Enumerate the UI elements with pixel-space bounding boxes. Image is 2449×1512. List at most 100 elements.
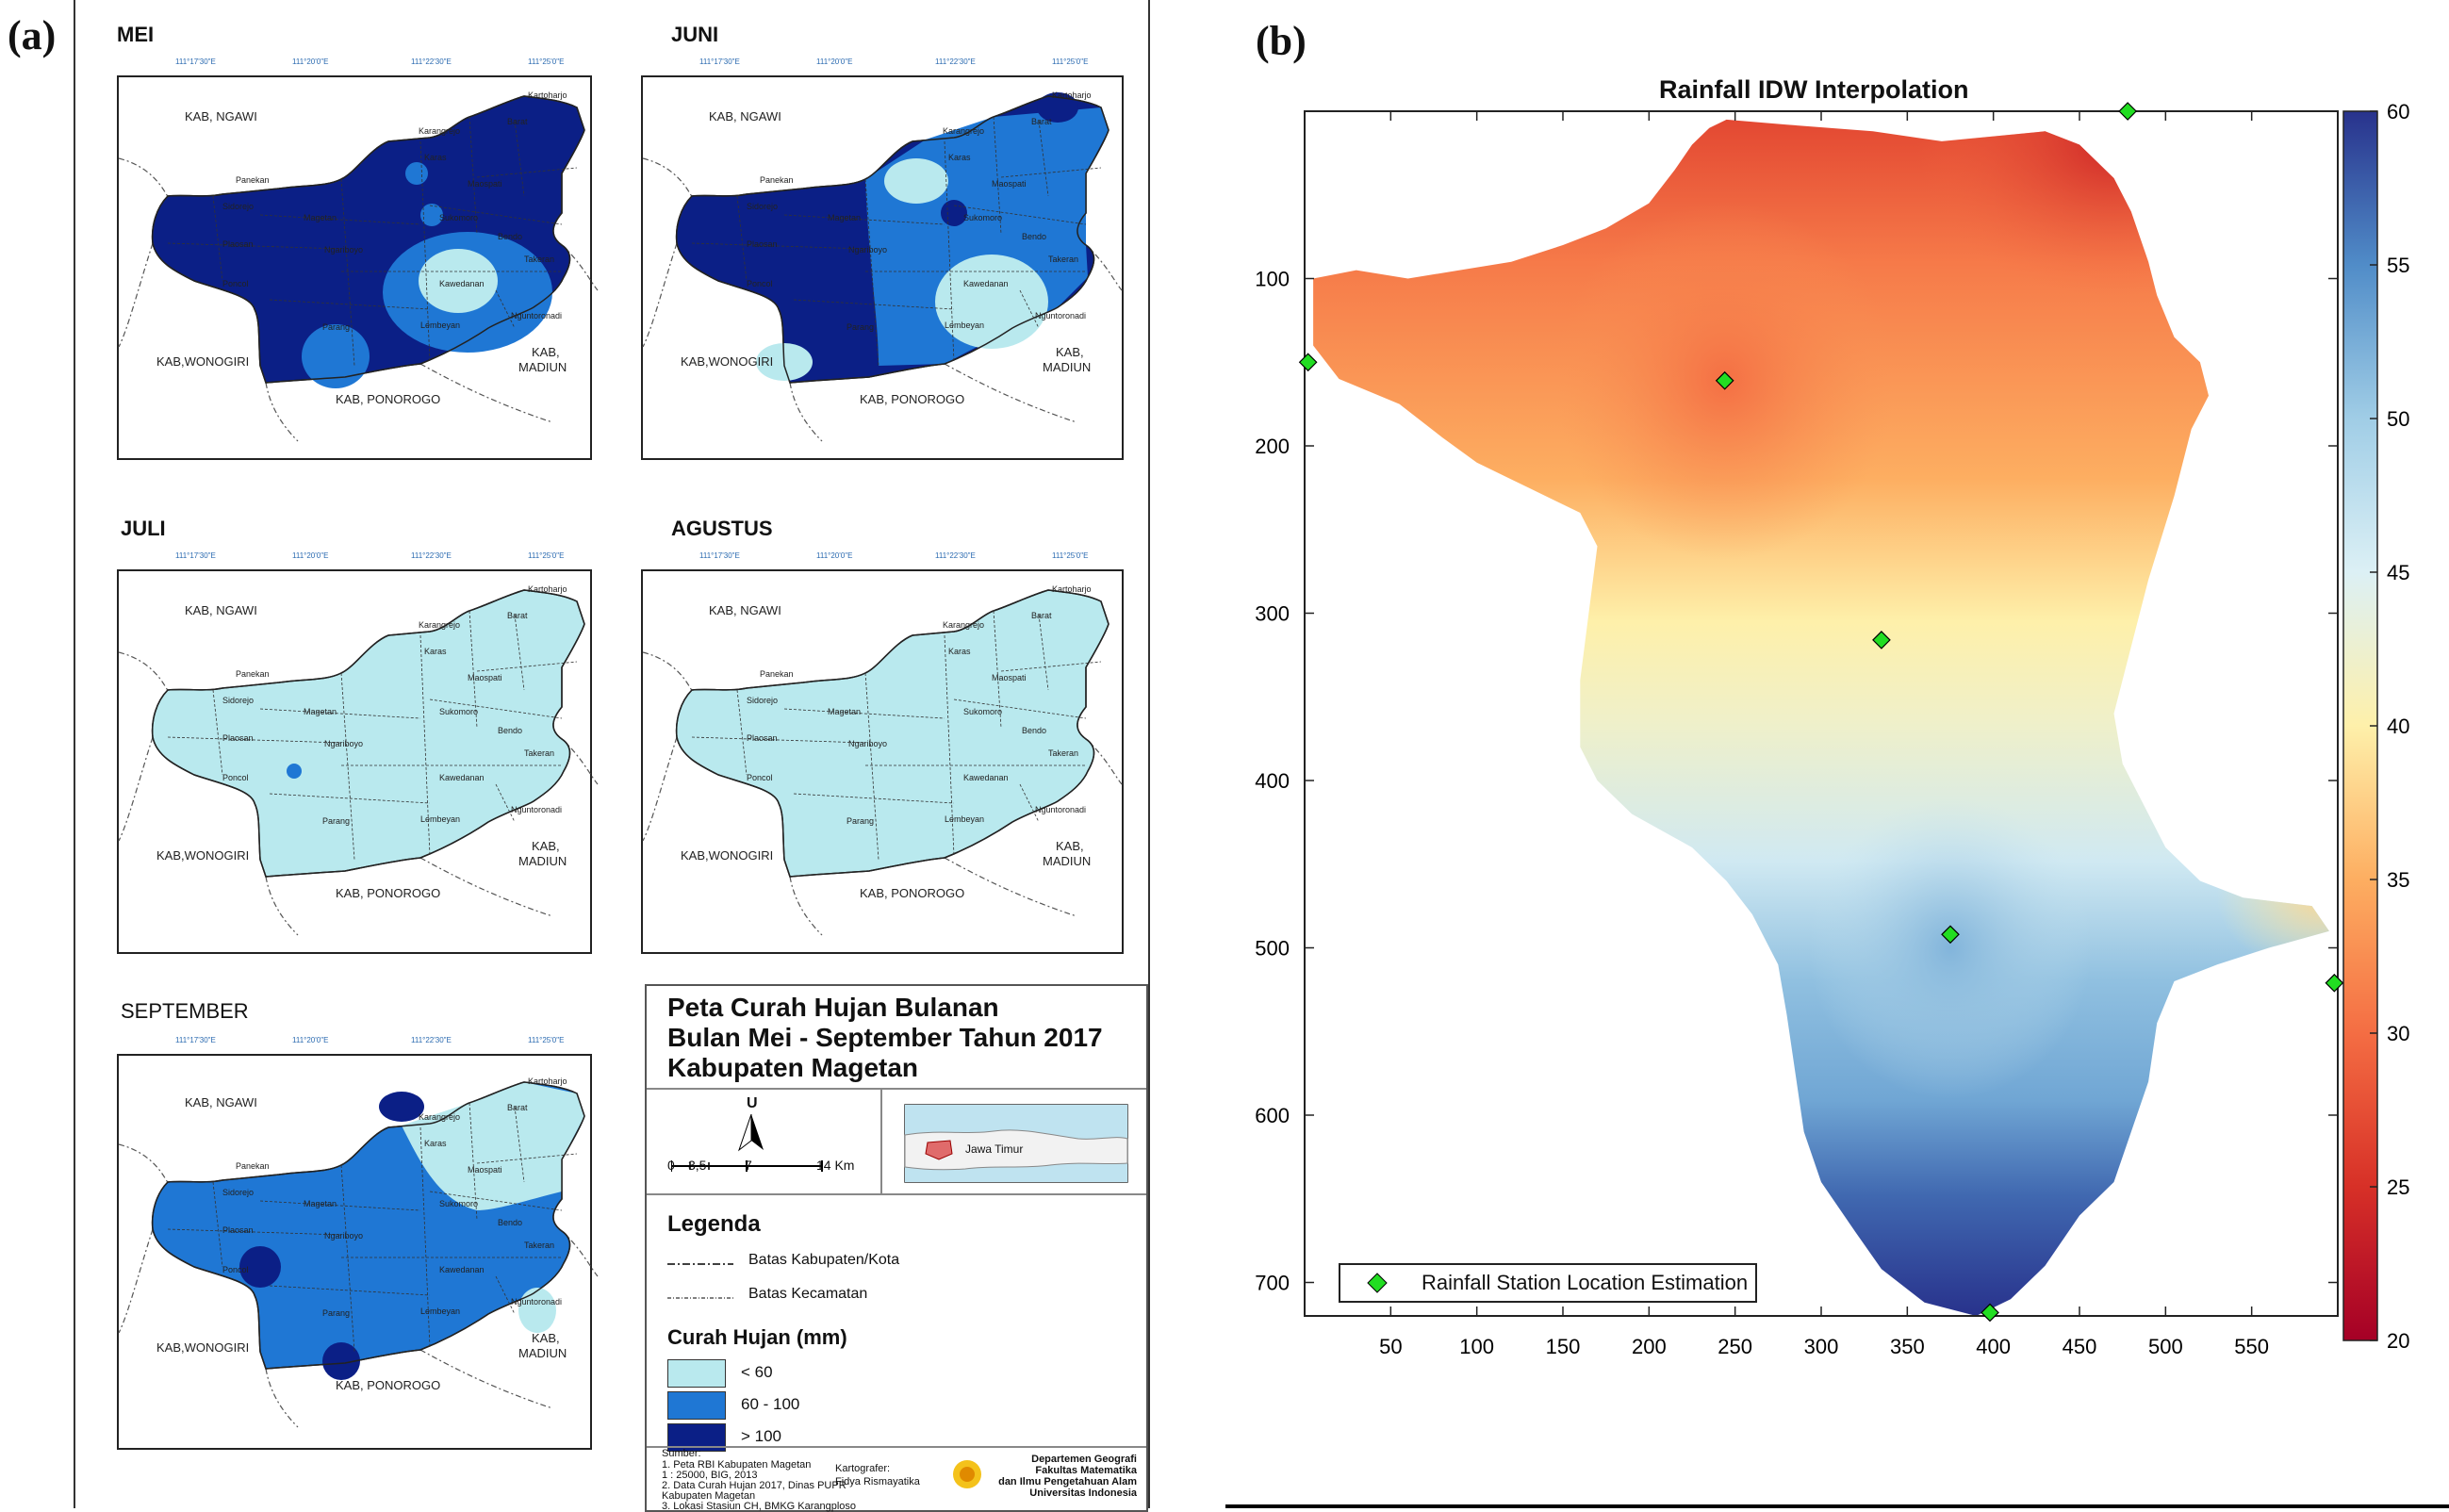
- district-boundary: [429, 698, 563, 719]
- district-label: Maospati: [992, 179, 1027, 189]
- divider: [880, 1088, 882, 1193]
- batas-kab-label: Batas Kabupaten/Kota: [748, 1252, 900, 1268]
- map-agustus: KAB, NGAWI KAB,WONOGIRI KAB, PONOROGO KAB, M…: [641, 551, 1124, 954]
- district-label: Karas: [424, 153, 447, 162]
- district-label: Karas: [424, 1139, 447, 1148]
- lon-tick: 111°25'0"E: [1052, 58, 1088, 66]
- x-tick-label: 300: [1804, 1335, 1839, 1358]
- scale-bar: [671, 1160, 823, 1172]
- colorbar-tick-label: 30: [2387, 1022, 2409, 1045]
- inset-map: [904, 1104, 1128, 1183]
- legenda-heading: Legenda: [667, 1211, 761, 1237]
- district-label: Kawedanan: [963, 279, 1009, 288]
- x-tick-label: 500: [2148, 1335, 2183, 1358]
- district-label: Plaosan: [222, 239, 254, 249]
- district-label: Sukomoro: [963, 707, 1002, 716]
- rain-zone-low: [518, 1288, 556, 1333]
- chart-legend: Rainfall Station Location Estimation: [1339, 1263, 1757, 1303]
- map-title-agustus: AGUSTUS: [671, 517, 773, 540]
- district-boundary: [1000, 167, 1102, 178]
- district-label: Panekan: [236, 669, 270, 679]
- lon-tick: 111°17'30"E: [699, 58, 740, 66]
- district-label: Kartoharjo: [1052, 584, 1092, 594]
- y-tick-label: 700: [1255, 1272, 1290, 1295]
- station-marker: [1715, 370, 1734, 390]
- district-label: Panekan: [236, 1161, 270, 1171]
- inst-line-3: dan Ilmu Pengetahuan Alam: [998, 1476, 1137, 1487]
- rain-zone-mid: [420, 204, 443, 226]
- map-title-september: SEPTEMBER: [121, 999, 249, 1023]
- district-boundary: [468, 116, 478, 235]
- district-label: Bendo: [498, 232, 522, 241]
- panel-label-b: (b): [1256, 18, 1307, 64]
- kab-boundary: [118, 651, 599, 936]
- y-tick-label: 100: [1255, 268, 1290, 291]
- lon-tick: 111°22'30"E: [411, 551, 452, 560]
- district-label: Plaosan: [222, 1225, 254, 1235]
- label-kab-madiun: MADIUN: [1043, 854, 1091, 868]
- sumber-line-3: 2. Data Curah Hujan 2017, Dinas PUPR: [662, 1480, 846, 1491]
- district-label: Sidorejo: [747, 696, 778, 705]
- district-boundary: [736, 195, 748, 282]
- swatch-low: [667, 1359, 726, 1388]
- scale-7: 7: [745, 1158, 752, 1173]
- district-boundary: [259, 1200, 421, 1211]
- lon-tick: 111°25'0"E: [528, 551, 564, 560]
- district-label: Parang: [322, 816, 350, 826]
- right-panel-border: [1148, 0, 1150, 1508]
- label-kab-madiun: KAB,: [1056, 345, 1084, 359]
- scale-14: 14 Km: [816, 1158, 855, 1173]
- lon-tick: 111°22'30"E: [935, 551, 976, 560]
- district-boundary: [944, 634, 955, 857]
- district-label: Karangrejo: [419, 126, 460, 136]
- north-arrow-icon: [737, 1114, 764, 1152]
- district-boundary: [259, 708, 421, 719]
- district-boundary: [340, 1164, 355, 1353]
- lon-tick: 111°20'0"E: [816, 58, 852, 66]
- district-label: Takeran: [524, 748, 554, 758]
- legend-diamond-icon: [1367, 1273, 1388, 1293]
- district-boundary: [419, 634, 431, 857]
- left-panel-border: [74, 0, 75, 1508]
- x-tick-label: 50: [1379, 1335, 1402, 1358]
- district-label: Ngariboyo: [324, 739, 363, 748]
- colorbar-tick-label: 50: [2387, 407, 2409, 431]
- district-boundary: [259, 214, 421, 225]
- x-tick-label: 150: [1546, 1335, 1581, 1358]
- district-label: Lembeyan: [945, 320, 984, 330]
- district-label: Sukomoro: [963, 213, 1002, 222]
- station-marker: [1941, 925, 1960, 945]
- rain-zone-high: [379, 1092, 424, 1122]
- district-label: Poncol: [747, 279, 773, 288]
- map-juli: KAB, NGAWI KAB,WONOGIRI KAB, PONOROGO KAB, M…: [117, 551, 599, 954]
- station-marker: [1298, 353, 1318, 372]
- district-boundary: [429, 205, 563, 225]
- district-boundary: [476, 661, 578, 672]
- rain-zone-low: [935, 255, 1048, 349]
- kartografer-label: Kartografer:: [835, 1463, 891, 1474]
- district-label: Magetan: [304, 213, 337, 222]
- station-marker: [2325, 973, 2344, 993]
- y-tick-label: 500: [1255, 937, 1290, 961]
- district-label: Parang: [846, 816, 874, 826]
- map-title-juli: JULI: [121, 517, 166, 540]
- map-mei: KAB, NGAWI KAB,WONOGIRI KAB, PONOROGO KAB, M…: [117, 58, 599, 460]
- district-boundary: [212, 195, 223, 282]
- district-boundary: [1000, 661, 1102, 672]
- district-label: Parang: [322, 1308, 350, 1318]
- kab-boundary: [118, 157, 599, 442]
- district-boundary: [1019, 289, 1040, 329]
- map-juni: KAB, NGAWI KAB,WONOGIRI KAB, PONOROGO KAB, M…: [641, 58, 1124, 460]
- station-marker: [1872, 631, 1891, 649]
- rain-zone-low: [419, 249, 498, 313]
- class-mid-label: 60 - 100: [741, 1395, 800, 1413]
- district-label: Karangrejo: [943, 126, 984, 136]
- bottom-rule: [1225, 1504, 2449, 1508]
- district-boundary: [468, 1102, 478, 1221]
